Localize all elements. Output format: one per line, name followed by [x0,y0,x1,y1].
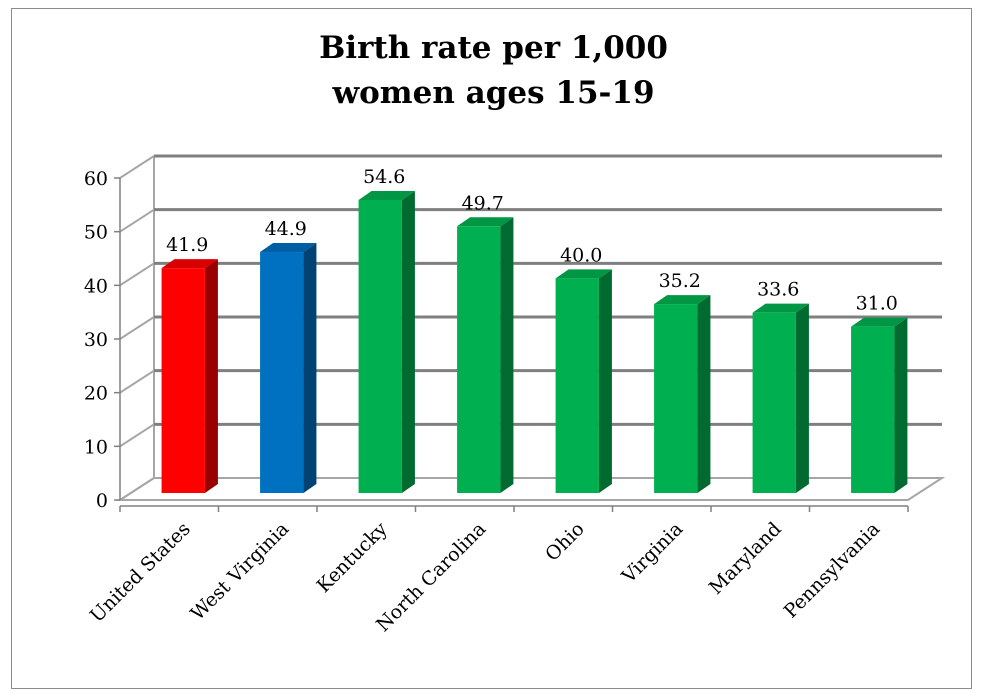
data-label: 40.0 [560,244,602,266]
bar-front [654,304,698,493]
bar-side [795,303,809,493]
data-label: 35.2 [659,270,701,292]
category-label: Maryland [705,518,786,599]
data-label: 54.6 [363,166,405,188]
y-tick-label: 0 [96,490,108,512]
y-tick-label: 50 [84,222,108,244]
y-tick-label: 10 [84,436,108,458]
bar [555,269,612,493]
gridline-diagonal [119,477,155,501]
data-label: 44.9 [265,218,307,240]
category-label: Kentucky [313,518,392,597]
chart-walls [116,156,946,501]
category-label: Pennsylvania [780,518,885,623]
bar-front [260,252,304,493]
bar-top [654,295,711,305]
gridline-diagonal [119,369,155,394]
chart-title: Birth rate per 1,000 women ages 15-19 [0,26,987,116]
bar-side [204,259,218,493]
data-label: 49.7 [462,192,504,214]
y-tick-label: 40 [84,275,108,297]
bar-front [851,326,895,493]
y-tick-label: 30 [84,329,108,351]
bar [654,295,711,493]
bar [260,243,317,493]
bar-top [555,269,612,279]
bar-side [303,243,317,493]
bar-front [752,312,796,493]
bars [161,190,908,494]
category-label: North Carolina [372,518,490,636]
bar-front [555,278,599,493]
bar-side [894,317,908,493]
chart-title-line-2: women ages 15-19 [332,75,655,111]
bar [161,259,218,493]
axes [114,177,909,512]
bar-top [161,259,218,269]
bar-top [851,317,908,327]
data-label: 41.9 [166,234,208,256]
bar-top [457,217,514,227]
bar [752,303,809,493]
bar [358,190,415,494]
bar-front [457,226,501,493]
bar-front [358,199,402,494]
bar [457,217,514,493]
gridline-diagonal [119,316,155,340]
category-label: Ohio [541,518,589,566]
bar-side [500,217,514,493]
data-label: 33.6 [757,279,799,301]
bar-side [697,295,711,493]
y-tick-label: 20 [84,383,108,405]
bar [851,317,908,493]
category-label: Virginia [617,518,687,588]
bar-front [161,268,205,493]
gridlines [119,154,942,501]
y-tick-labels: 0 10 20 30 40 50 60 [84,168,108,512]
bar-top [260,243,317,253]
gridline-diagonal [119,262,155,287]
bar-side [401,190,415,494]
bar-top [358,190,415,200]
category-label: United States [86,518,195,627]
bar-side [598,269,612,493]
chart-floor [116,477,946,501]
chart-title-line-1: Birth rate per 1,000 [319,30,668,66]
category-label: West Virginia [186,518,293,625]
gridline-diagonal [119,208,155,233]
gridline-diagonal [119,423,155,448]
bar-top [752,303,809,313]
y-tick-label: 60 [84,168,108,190]
gridline-diagonal [119,155,155,179]
data-label: 31.0 [856,293,898,315]
data-labels: 41.9 44.9 54.6 49.7 40.0 35.2 33.6 31.0 [166,166,898,315]
